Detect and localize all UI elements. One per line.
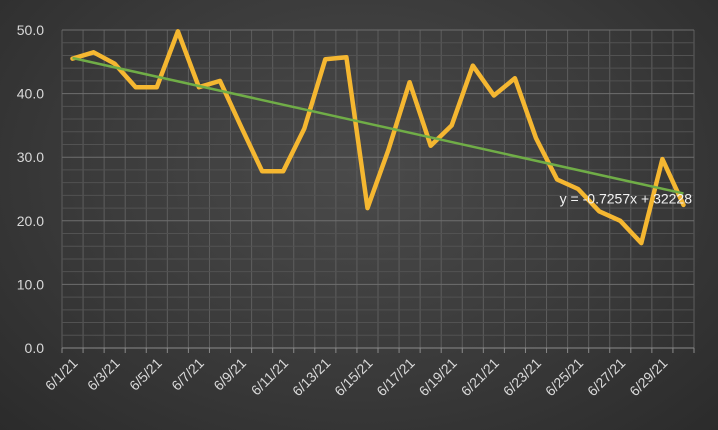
x-tick-label: 6/1/21 <box>42 355 81 394</box>
x-tick-label: 6/9/21 <box>210 355 249 394</box>
x-tick-label: 6/21/21 <box>458 355 502 399</box>
x-tick-label: 6/29/21 <box>626 355 670 399</box>
x-tick-label: 6/15/21 <box>331 355 375 399</box>
x-tick-label: 6/17/21 <box>373 355 417 399</box>
data-series-line <box>70 29 686 246</box>
y-tick-label: 40.0 <box>17 86 44 102</box>
x-tick-label: 6/23/21 <box>500 355 544 399</box>
x-tick-label: 6/7/21 <box>168 355 207 394</box>
x-tick-label: 6/11/21 <box>248 355 292 399</box>
x-tick-label: 6/19/21 <box>416 355 460 399</box>
y-tick-label: 30.0 <box>17 149 44 165</box>
trendline <box>72 56 684 195</box>
x-tick-label: 6/27/21 <box>584 355 628 399</box>
x-tick-label: 6/5/21 <box>126 355 165 394</box>
y-tick-label: 10.0 <box>17 276 44 292</box>
y-tick-label: 50.0 <box>17 22 44 38</box>
y-tick-label: 0.0 <box>25 340 45 356</box>
y-tick-label: 20.0 <box>17 213 44 229</box>
x-tick-label: 6/13/21 <box>289 355 333 399</box>
trendline-equation: y = -0.7257x + 32228 <box>560 191 693 207</box>
x-tick-label: 6/3/21 <box>84 355 123 394</box>
x-tick-label: 6/25/21 <box>542 355 586 399</box>
